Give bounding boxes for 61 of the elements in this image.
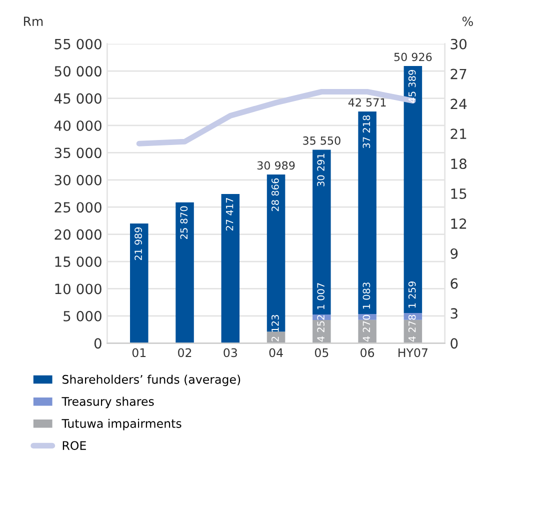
legend-label: Shareholders’ funds (average) <box>62 374 240 386</box>
data-label: 1 259 <box>408 282 416 308</box>
y2-tick-label: 3 <box>450 308 458 319</box>
y-tick-label: 30 000 <box>54 174 102 186</box>
y-tick-label: 5 000 <box>64 310 102 322</box>
y2-tick-label: 12 <box>451 218 466 229</box>
y2-tick-label: 15 <box>451 188 466 199</box>
total-label: 30 989 <box>257 161 295 170</box>
x-tick-label: 02 <box>178 348 192 358</box>
data-label: 37 218 <box>362 115 370 148</box>
bar <box>176 202 194 344</box>
bar <box>130 223 148 344</box>
data-label: 1 007 <box>317 283 324 310</box>
y-tick-label: 20 000 <box>54 229 102 240</box>
y2-axis-title: % <box>462 16 473 26</box>
x-tick-label: 03 <box>224 348 237 358</box>
y-axis-title: Rm <box>24 16 43 26</box>
data-label: 4 278 <box>408 314 416 342</box>
legend-label: Treasury shares <box>62 396 154 408</box>
total-label: 42 571 <box>348 98 386 107</box>
y-tick-label: 40 000 <box>54 120 102 131</box>
total-label: 50 926 <box>394 52 432 62</box>
legend-label: Tutuwa impairments <box>62 418 182 430</box>
x-tick-label: 05 <box>314 348 328 358</box>
y-tick-label: 45 000 <box>54 93 102 104</box>
bar <box>404 66 422 314</box>
y-tick-label: 15 000 <box>55 256 102 267</box>
y2-tick-label: 6 <box>450 278 458 289</box>
data-label: 25 870 <box>180 206 188 239</box>
data-label: 30 291 <box>317 154 324 186</box>
y2-tick-label: 9 <box>450 248 458 259</box>
bar <box>358 111 376 314</box>
y-tick-label: 35 000 <box>54 148 102 158</box>
data-label: 21 989 <box>134 227 142 260</box>
y2-tick-label: 24 <box>450 98 467 109</box>
y2-tick-label: 18 <box>451 158 466 170</box>
x-tick-label: 04 <box>269 348 283 358</box>
x-tick-label: 01 <box>132 348 146 358</box>
bar <box>221 194 240 344</box>
data-label: 45 389 <box>408 70 416 103</box>
y2-tick-label: 0 <box>450 338 458 349</box>
y-tick-label: 10 000 <box>55 284 102 294</box>
y2-tick-label: 30 <box>450 38 466 50</box>
y-tick-label: 25 000 <box>54 202 102 213</box>
y-tick-label: 0 <box>94 338 102 349</box>
data-label: 4 252 <box>317 315 324 342</box>
y2-tick-label: 21 <box>450 128 466 139</box>
y2-tick-label: 27 <box>450 68 466 80</box>
data-label: 28 866 <box>272 178 279 212</box>
x-tick-label: HY07 <box>398 348 428 358</box>
y-tick-label: 50 000 <box>54 66 102 77</box>
data-label: 1 083 <box>362 282 370 309</box>
data-label: 2 123 <box>272 315 279 342</box>
y-tick-label: 55 000 <box>54 38 102 50</box>
x-tick-label: 06 <box>360 348 374 358</box>
bar <box>266 174 286 332</box>
data-label: 4 270 <box>362 314 370 342</box>
total-label: 35 550 <box>303 136 340 145</box>
bar <box>312 150 331 315</box>
legend-label: ROE <box>62 441 86 450</box>
data-label: 27 417 <box>226 198 234 231</box>
